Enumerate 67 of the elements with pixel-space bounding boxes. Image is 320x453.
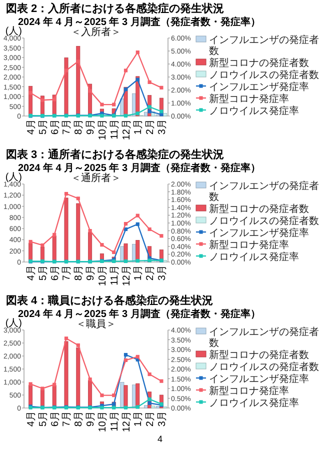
legend-label: ノロウイルス発症率 bbox=[209, 105, 299, 117]
legend-label: インフルエンザの発症者数 bbox=[209, 34, 319, 57]
x-tick-label: 9月 bbox=[86, 119, 97, 135]
chart-subtitle: 2024 年 4 月～2025 年 3 月調査（発症者数・発症率） bbox=[18, 308, 260, 320]
x-tick-label: 12月 bbox=[121, 411, 132, 432]
x-tick-label: 10月 bbox=[97, 411, 108, 432]
x-tick-label: 9月 bbox=[86, 265, 97, 281]
x-tick-label: 4月 bbox=[26, 411, 38, 427]
chart-title: 図表 4：職員における各感染症の発生状況 bbox=[6, 294, 214, 307]
legend-label: ノロウイルス発症率 bbox=[209, 397, 299, 409]
legend-label: ノロウイルス発症率 bbox=[209, 251, 299, 263]
y-axis-title: (人) bbox=[5, 318, 22, 329]
legend-label: ノロウイルスの発症者数 bbox=[209, 69, 319, 81]
text: ＜通所者＞ bbox=[71, 172, 121, 184]
x-tick-label: 7月 bbox=[62, 265, 73, 281]
chart-title: 図表 2：入所者における各感染症の発生状況 bbox=[6, 2, 224, 15]
legend-label: インフルエンザ発症率 bbox=[209, 373, 309, 385]
x-tick-label: 6月 bbox=[50, 265, 61, 281]
legend-label: インフルエンザの発症者数 bbox=[209, 180, 319, 203]
x-tick-label: 1月 bbox=[133, 411, 144, 427]
x-tick-label: 4月 bbox=[26, 265, 38, 281]
x-tick-label: 3月 bbox=[156, 265, 168, 281]
x-tick-label: 11月 bbox=[109, 411, 120, 432]
x-tick-label: 1月 bbox=[133, 119, 144, 135]
x-tick-label: 6月 bbox=[50, 119, 61, 135]
text: 4 bbox=[157, 434, 163, 444]
legend-label: ノロウイルスの発症者数 bbox=[209, 215, 319, 227]
x-tick-label: 11月 bbox=[109, 265, 120, 286]
x-tick-label: 4月 bbox=[26, 119, 38, 135]
x-tick-label: 6月 bbox=[50, 411, 61, 427]
x-tick-label: 2月 bbox=[145, 265, 156, 281]
x-tick-label: 8月 bbox=[74, 119, 85, 135]
legend-label: 新型コロナの発症者数 bbox=[209, 349, 309, 361]
x-tick-label: 3月 bbox=[156, 119, 168, 135]
x-tick-label: 8月 bbox=[74, 411, 85, 427]
x-tick-label: 3月 bbox=[156, 411, 168, 427]
annotation: ＜職員＞ bbox=[76, 318, 116, 330]
legend-label: 新型コロナ発症率 bbox=[209, 385, 289, 397]
legend-label: 新型コロナ発症率 bbox=[209, 239, 289, 251]
x-tick-label: 7月 bbox=[62, 119, 73, 135]
chart-subtitle: 2024 年 4 月～2025 年 3 月調査（発症者数・発症率） bbox=[18, 16, 260, 28]
x-tick-label: 12月 bbox=[121, 265, 132, 286]
y-axis-title: (人) bbox=[5, 26, 22, 37]
x-tick-label: 2月 bbox=[145, 119, 156, 135]
x-tick-label: 5月 bbox=[38, 119, 49, 135]
x-tick-label: 1月 bbox=[133, 265, 144, 281]
legend-label: 新型コロナの発症者数 bbox=[209, 203, 309, 215]
x-tick-label: 2月 bbox=[145, 411, 156, 427]
x-tick-label: 7月 bbox=[62, 411, 73, 427]
annotation: ＜入所者＞ bbox=[71, 26, 121, 38]
x-tick-label: 8月 bbox=[74, 265, 85, 281]
x-tick-label: 12月 bbox=[121, 119, 132, 140]
x-tick-label: 5月 bbox=[38, 265, 49, 281]
x-tick-label: 10月 bbox=[97, 119, 108, 140]
y-axis-title: (人) bbox=[5, 172, 22, 183]
legend-label: 新型コロナ発症率 bbox=[209, 93, 289, 105]
x-tick-label: 5月 bbox=[38, 411, 49, 427]
chart-subtitle: 2024 年 4 月～2025 年 3 月調査（発症者数・発症率） bbox=[18, 162, 260, 174]
legend-label: インフルエンザ発症率 bbox=[209, 227, 309, 239]
legend-label: ノロウイルスの発症者数 bbox=[209, 361, 319, 373]
chart-title: 図表 3：通所者における各感染症の発生状況 bbox=[6, 148, 224, 161]
legend-label: インフルエンザの発症者数 bbox=[209, 326, 319, 349]
x-tick-label: 9月 bbox=[86, 411, 97, 427]
x-tick-label: 10月 bbox=[97, 265, 108, 286]
legend-label: 新型コロナの発症者数 bbox=[209, 57, 309, 69]
legend-label: インフルエンザ発症率 bbox=[209, 81, 309, 93]
x-tick-label: 11月 bbox=[109, 119, 120, 140]
